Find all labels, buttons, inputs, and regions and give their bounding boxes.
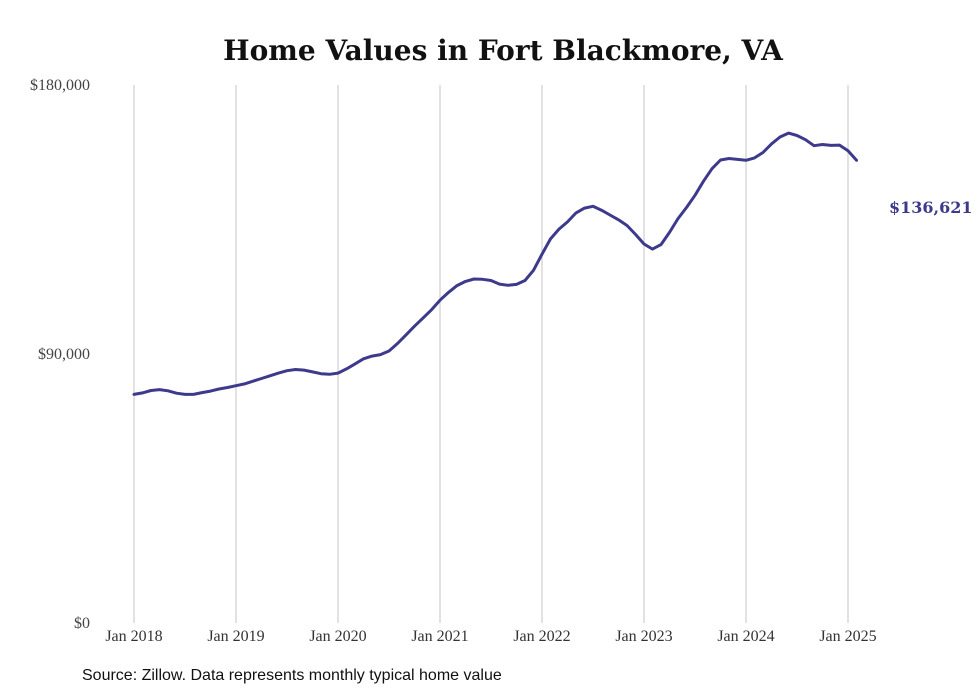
y-tick-label: $0 — [74, 615, 90, 632]
source-note: Source: Zillow. Data represents monthly … — [82, 667, 502, 684]
x-tick-label: Jan 2020 — [309, 628, 366, 645]
x-tick-label: Jan 2025 — [819, 628, 876, 645]
x-tick-label: Jan 2021 — [411, 628, 468, 645]
y-tick-label: $180,000 — [30, 77, 90, 94]
x-tick-label: Jan 2019 — [207, 628, 264, 645]
x-tick-label: Jan 2018 — [105, 628, 162, 645]
latest-value-label: $136,621 — [889, 198, 973, 217]
x-tick-label: Jan 2022 — [513, 628, 570, 645]
y-axis-ticks: $0 $90,000 $180,000 — [30, 77, 90, 632]
x-axis-ticks: Jan 2018 Jan 2019 Jan 2020 Jan 2021 Jan 2022… — [105, 628, 876, 645]
vertical-gridlines — [133, 85, 849, 623]
chart-title: Home Values in Fort Blackmore, VA — [223, 34, 784, 67]
y-tick-label: $90,000 — [38, 346, 90, 363]
home-value-line — [132, 131, 858, 396]
x-tick-label: Jan 2023 — [615, 628, 672, 645]
x-tick-label: Jan 2024 — [717, 628, 774, 645]
